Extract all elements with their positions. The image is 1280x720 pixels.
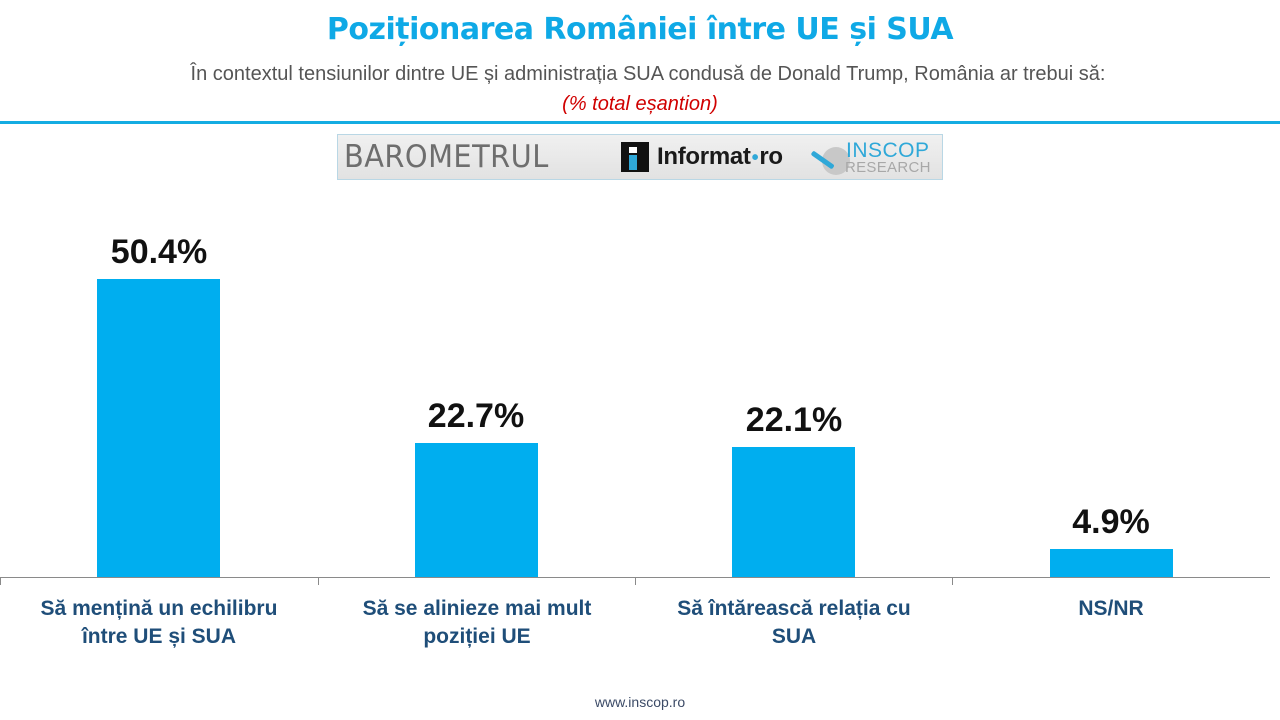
header-divider <box>0 121 1280 124</box>
category-label: Să mențină un echilibru între UE și SUA <box>40 597 278 648</box>
footer-url: www.inscop.ro <box>594 694 686 710</box>
inscop-logo-name: INSCOP <box>846 139 930 162</box>
bar-value-label: 22.1% <box>745 401 843 439</box>
axis-tick <box>0 577 1 585</box>
bar <box>1050 549 1173 578</box>
informat-logo: Informat•ro <box>621 142 783 172</box>
inscop-logo-sub: RESEARCH <box>845 159 931 176</box>
informat-logo-text: Informat•ro <box>657 143 783 170</box>
axis-tick <box>952 577 953 585</box>
bar-value-label: 50.4% <box>110 233 208 271</box>
bar-value-label: 22.7% <box>427 397 525 435</box>
chart-title: Poziționarea României între UE și SUA <box>326 12 954 47</box>
bar <box>732 447 855 578</box>
sample-note: (% total eșantion) <box>562 93 718 115</box>
category-label: Să întărească relația cu SUA <box>677 597 911 648</box>
bar <box>415 443 538 578</box>
bar <box>97 279 220 578</box>
barometru-logo-text: BAROMETRUL <box>344 139 549 175</box>
axis-tick <box>318 577 319 585</box>
bar-value-label: 4.9% <box>1072 503 1150 541</box>
category-label: Să se alinieze mai mult poziției UE <box>362 597 592 648</box>
chart-subtitle: În contextul tensiunilor dintre UE și ad… <box>190 63 1106 85</box>
category-label: NS/NR <box>1078 597 1144 620</box>
informat-i-icon <box>621 142 649 172</box>
sponsor-logo-banner: BAROMETRUL Informat•ro INSCOP RESEARCH <box>337 134 943 180</box>
axis-tick <box>635 577 636 585</box>
inscop-logo: INSCOP RESEARCH <box>810 138 940 178</box>
